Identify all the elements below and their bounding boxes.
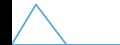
Bar bbox=[0, 0, 12, 45]
